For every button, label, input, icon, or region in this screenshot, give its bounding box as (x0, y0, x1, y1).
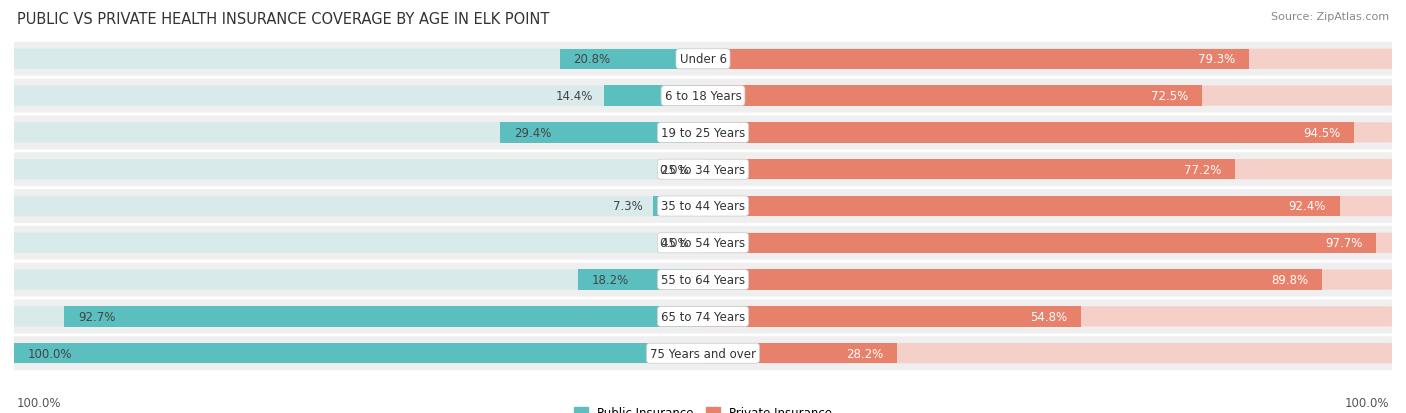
Text: 100.0%: 100.0% (1344, 396, 1389, 409)
Bar (703, 306, 1081, 327)
Text: 75 Years and over: 75 Years and over (650, 347, 756, 360)
FancyBboxPatch shape (14, 233, 703, 253)
FancyBboxPatch shape (14, 300, 1392, 334)
Bar (703, 50, 1250, 70)
FancyBboxPatch shape (14, 160, 703, 180)
Bar (560, 50, 703, 70)
Text: 54.8%: 54.8% (1029, 310, 1067, 323)
FancyBboxPatch shape (703, 270, 1392, 290)
FancyBboxPatch shape (14, 263, 1392, 297)
FancyBboxPatch shape (14, 79, 1392, 113)
Bar (65, 306, 703, 327)
FancyBboxPatch shape (703, 233, 1392, 253)
FancyBboxPatch shape (14, 153, 1392, 187)
FancyBboxPatch shape (14, 86, 703, 107)
Text: 7.3%: 7.3% (613, 200, 643, 213)
Legend: Public Insurance, Private Insurance: Public Insurance, Private Insurance (574, 406, 832, 413)
Text: 79.3%: 79.3% (1198, 53, 1236, 66)
Text: 100.0%: 100.0% (17, 396, 62, 409)
Text: Under 6: Under 6 (679, 53, 727, 66)
FancyBboxPatch shape (14, 226, 1392, 260)
Text: 92.4%: 92.4% (1288, 200, 1326, 213)
Bar (603, 86, 703, 107)
Text: 35 to 44 Years: 35 to 44 Years (661, 200, 745, 213)
Text: 89.8%: 89.8% (1271, 273, 1308, 286)
FancyBboxPatch shape (14, 197, 703, 216)
Text: 100.0%: 100.0% (28, 347, 72, 360)
Text: 14.4%: 14.4% (557, 90, 593, 103)
FancyBboxPatch shape (703, 123, 1392, 143)
Text: 20.8%: 20.8% (574, 53, 610, 66)
Text: 72.5%: 72.5% (1152, 90, 1188, 103)
FancyBboxPatch shape (14, 306, 703, 327)
FancyBboxPatch shape (14, 116, 1392, 150)
Bar (501, 123, 703, 143)
Text: 19 to 25 Years: 19 to 25 Years (661, 127, 745, 140)
Text: 18.2%: 18.2% (592, 273, 628, 286)
FancyBboxPatch shape (703, 343, 1392, 363)
Text: 45 to 54 Years: 45 to 54 Years (661, 237, 745, 250)
Text: 25 to 34 Years: 25 to 34 Years (661, 163, 745, 176)
Text: 0.0%: 0.0% (659, 163, 689, 176)
Text: Source: ZipAtlas.com: Source: ZipAtlas.com (1271, 12, 1389, 22)
Text: 77.2%: 77.2% (1184, 163, 1220, 176)
FancyBboxPatch shape (14, 343, 703, 363)
FancyBboxPatch shape (14, 190, 1392, 223)
Bar (652, 197, 703, 216)
Bar (703, 197, 1340, 216)
Text: 65 to 74 Years: 65 to 74 Years (661, 310, 745, 323)
Text: 6 to 18 Years: 6 to 18 Years (665, 90, 741, 103)
Text: 94.5%: 94.5% (1303, 127, 1340, 140)
Text: 55 to 64 Years: 55 to 64 Years (661, 273, 745, 286)
FancyBboxPatch shape (703, 197, 1392, 216)
FancyBboxPatch shape (703, 50, 1392, 70)
Bar (14, 343, 703, 363)
FancyBboxPatch shape (703, 306, 1392, 327)
FancyBboxPatch shape (14, 337, 1392, 370)
FancyBboxPatch shape (14, 43, 1392, 76)
Bar (703, 160, 1234, 180)
FancyBboxPatch shape (703, 160, 1392, 180)
FancyBboxPatch shape (14, 50, 703, 70)
Text: 0.0%: 0.0% (659, 237, 689, 250)
Bar (703, 86, 1202, 107)
Bar (578, 270, 703, 290)
FancyBboxPatch shape (703, 86, 1392, 107)
Bar (703, 233, 1376, 253)
Text: 92.7%: 92.7% (79, 310, 115, 323)
Text: 29.4%: 29.4% (515, 127, 551, 140)
FancyBboxPatch shape (14, 123, 703, 143)
Text: 97.7%: 97.7% (1324, 237, 1362, 250)
Text: 28.2%: 28.2% (846, 347, 883, 360)
Bar (703, 343, 897, 363)
Bar (703, 123, 1354, 143)
FancyBboxPatch shape (14, 270, 703, 290)
Text: PUBLIC VS PRIVATE HEALTH INSURANCE COVERAGE BY AGE IN ELK POINT: PUBLIC VS PRIVATE HEALTH INSURANCE COVER… (17, 12, 550, 27)
Bar (703, 270, 1322, 290)
